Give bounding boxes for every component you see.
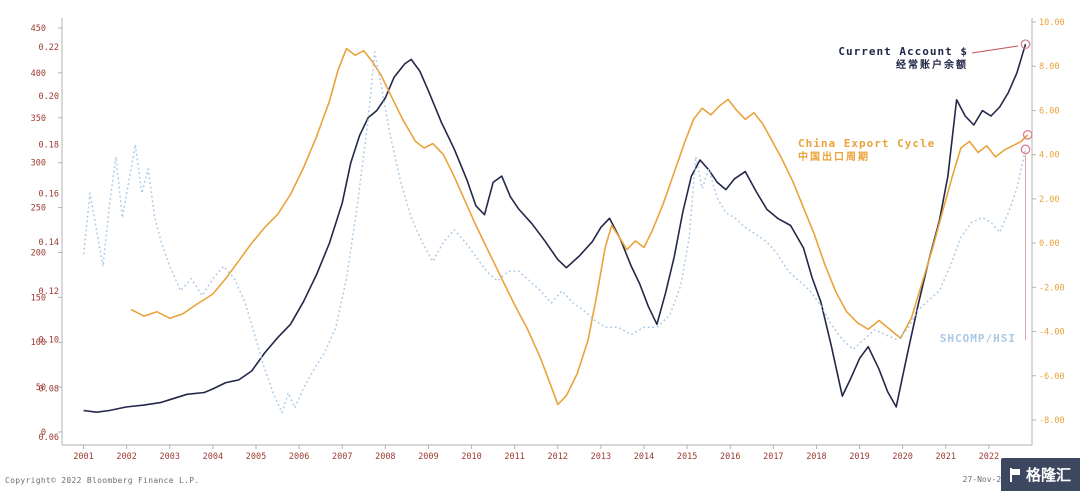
axis-tick-label: 0.12 — [39, 287, 59, 297]
annotation-export-cycle-title: China Export Cycle — [798, 137, 936, 150]
date-label: 27-Nov-22 — [962, 475, 1006, 484]
axis-tick-label: 400 — [31, 69, 46, 79]
axis-tick-label: 250 — [31, 204, 46, 214]
axis-tick-label: 6.00 — [1039, 106, 1059, 116]
x-tick-label: 2004 — [203, 452, 223, 462]
axis-tick-label: 4.00 — [1039, 151, 1059, 161]
axis-tick-label: 0.06 — [39, 433, 59, 443]
axis-tick-label: 10.00 — [1039, 18, 1065, 28]
x-tick-label: 2005 — [246, 452, 266, 462]
current-account-line — [83, 43, 1027, 414]
axis-tick-label: 200 — [31, 248, 46, 258]
axis-tick-label: 150 — [31, 293, 46, 303]
axis-tick-label: 0.18 — [39, 141, 59, 151]
axis-tick-label: 50 — [36, 383, 46, 393]
axis-tick-label: 0 — [41, 428, 46, 438]
x-tick-label: 2021 — [936, 452, 956, 462]
watermark-logo: 格隆汇 — [1000, 458, 1080, 491]
axis-x: 2001 2002 2003 2004 2005 2006 2007 2008 2009 2010… — [73, 445, 999, 462]
axis-tick-label: 0.20 — [39, 92, 59, 102]
axis-tick-label: -4.00 — [1039, 328, 1065, 338]
axis-left-inner: 0.22 0.20 0.18 0.16 0.14 0.12 0.10 0.08 0.06 — [39, 43, 59, 443]
export-cycle-end-marker — [1022, 129, 1033, 140]
axis-tick-label: 450 — [31, 24, 46, 34]
x-tick-label: 2018 — [806, 452, 826, 462]
axis-tick-label: 300 — [31, 159, 46, 169]
x-tick-label: 2020 — [892, 452, 912, 462]
axis-left-outer: 450 400 350 300 250 200 150 100 50 0 — [31, 24, 62, 438]
axis-tick-label: 0.10 — [39, 336, 59, 346]
annotation-export-cycle-subtitle: 中国出口周期 — [798, 152, 870, 164]
export-cycle-line — [130, 47, 1029, 406]
axis-tick-label: -8.00 — [1039, 416, 1065, 426]
x-tick-label: 2008 — [375, 452, 395, 462]
axis-tick-label: 100 — [31, 338, 46, 348]
x-tick-label: 2012 — [548, 452, 568, 462]
x-tick-label: 2016 — [720, 452, 740, 462]
axis-right: 10.00 8.00 6.00 4.00 2.00 0.00 -2.00 -4.00 -6.00… — [1032, 18, 1065, 426]
x-tick-label: 2001 — [73, 452, 93, 462]
shcomp-hsi-end-marker — [1020, 144, 1031, 155]
axis-tick-label: 0.16 — [39, 189, 59, 199]
annotation-current-account: Current Account $ 经常账户余额 — [838, 44, 968, 73]
x-tick-label: 2003 — [160, 452, 180, 462]
chart-frame — [61, 18, 1033, 446]
x-tick-label: 2019 — [849, 452, 869, 462]
annotation-current-account-title: Current Account $ — [838, 45, 968, 58]
annotation-shcomp-hsi: SHCOMP/HSI — [939, 332, 1016, 345]
x-tick-label: 2015 — [677, 452, 697, 462]
x-tick-label: 2017 — [763, 452, 783, 462]
annotation-current-account-subtitle: 经常账户余额 — [896, 60, 968, 72]
shcomp-hsi-line — [82, 51, 1027, 414]
annotation-export-cycle: China Export Cycle 中国出口周期 — [798, 136, 935, 165]
axis-tick-label: 0.00 — [1039, 239, 1059, 249]
current-account-callout-line — [971, 45, 1019, 54]
watermark-flag-icon — [1009, 467, 1022, 482]
axis-tick-label: 0.08 — [39, 384, 59, 394]
x-tick-label: 2007 — [332, 452, 352, 462]
copyright-text: Copyright© 2022 Bloomberg Finance L.P. — [5, 476, 200, 485]
axis-tick-label: 0.22 — [39, 43, 59, 53]
current-account-end-marker — [1020, 39, 1031, 50]
x-tick-label: 2010 — [461, 452, 481, 462]
x-tick-label: 2006 — [289, 452, 309, 462]
axis-tick-label: 0.14 — [39, 238, 59, 248]
x-tick-label: 2014 — [634, 452, 654, 462]
x-tick-label: 2011 — [504, 452, 524, 462]
x-tick-label: 2009 — [418, 452, 438, 462]
axis-tick-label: -2.00 — [1039, 283, 1065, 293]
x-tick-label: 2013 — [591, 452, 611, 462]
axis-tick-label: -6.00 — [1039, 372, 1065, 382]
x-tick-label: 2022 — [979, 452, 999, 462]
watermark-text: 格隆汇 — [1025, 466, 1071, 484]
axis-tick-label: 2.00 — [1039, 195, 1059, 205]
axis-tick-label: 8.00 — [1039, 62, 1059, 72]
axis-tick-label: 350 — [31, 114, 46, 124]
x-tick-label: 2002 — [116, 452, 136, 462]
